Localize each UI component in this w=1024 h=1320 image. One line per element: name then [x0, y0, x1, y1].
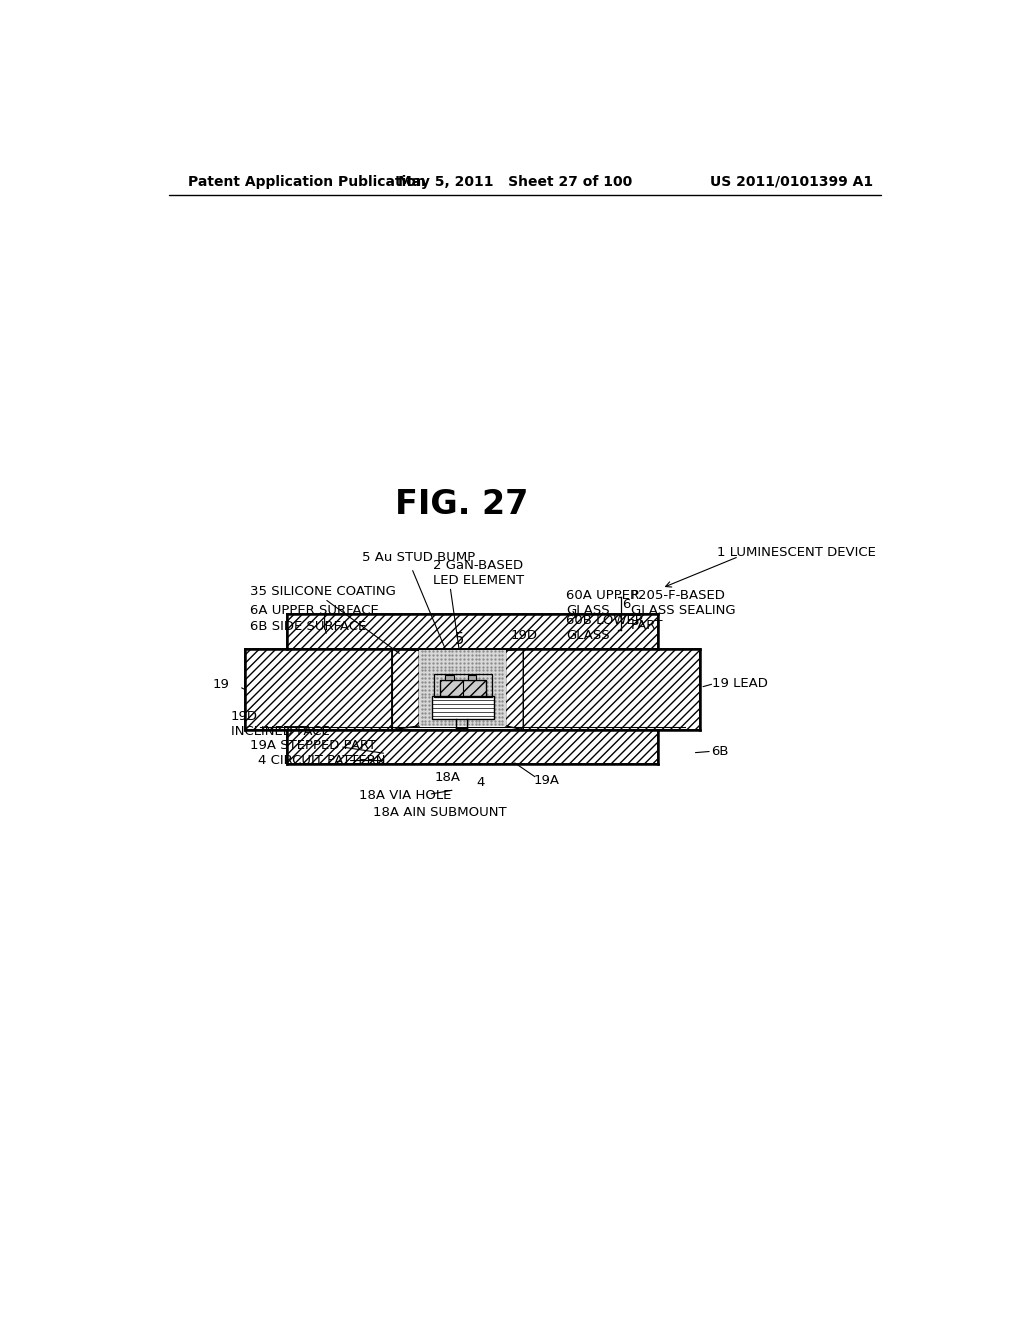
Bar: [434, 673, 493, 697]
Polygon shape: [506, 649, 523, 730]
Text: 35 SILICONE COATING: 35 SILICONE COATING: [250, 585, 396, 598]
Bar: [287, 730, 658, 764]
Text: 18A AIN SUBMOUNT: 18A AIN SUBMOUNT: [374, 807, 507, 820]
Text: 60B LOWER
GLASS: 60B LOWER GLASS: [566, 614, 644, 642]
Text: 6A UPPER SURFACE: 6A UPPER SURFACE: [250, 603, 379, 616]
Text: 18A: 18A: [435, 771, 461, 784]
Bar: [419, 651, 506, 726]
Bar: [432, 696, 494, 719]
Text: 19 LEAD: 19 LEAD: [712, 677, 768, 690]
Text: Patent Application Publication: Patent Application Publication: [188, 174, 426, 189]
Bar: [245, 649, 392, 730]
Text: 1 LUMINESCENT DEVICE: 1 LUMINESCENT DEVICE: [717, 546, 877, 560]
Text: 19A: 19A: [535, 774, 560, 787]
Bar: [523, 649, 700, 730]
Text: 19A STEPPED PART: 19A STEPPED PART: [250, 739, 376, 751]
Text: 5 Au STUD BUMP: 5 Au STUD BUMP: [361, 550, 475, 564]
Text: P205-F-BASED
GLASS SEALING
PART: P205-F-BASED GLASS SEALING PART: [631, 589, 735, 632]
Bar: [287, 614, 658, 649]
Text: 6B SIDE SURFACE: 6B SIDE SURFACE: [250, 620, 367, 634]
Text: 2 GaN-BASED
LED ELEMENT: 2 GaN-BASED LED ELEMENT: [433, 558, 524, 586]
Text: 19D
INCLINED FACE: 19D INCLINED FACE: [230, 710, 330, 738]
Text: May 5, 2011   Sheet 27 of 100: May 5, 2011 Sheet 27 of 100: [398, 174, 633, 189]
Text: 60A UPPER
GLASS: 60A UPPER GLASS: [566, 590, 640, 618]
Polygon shape: [392, 649, 419, 730]
Text: US 2011/0101399 A1: US 2011/0101399 A1: [711, 174, 873, 189]
Text: 4 CIRCUIT PATTERN: 4 CIRCUIT PATTERN: [258, 754, 385, 767]
Text: 6B: 6B: [711, 744, 729, 758]
Bar: [445, 675, 454, 681]
Bar: [440, 681, 486, 696]
Text: FIG. 27: FIG. 27: [395, 488, 528, 521]
Text: 4: 4: [476, 776, 484, 788]
Text: 6: 6: [622, 598, 630, 611]
Text: 19D: 19D: [511, 630, 538, 643]
Bar: [468, 675, 476, 681]
Text: 18A VIA HOLE: 18A VIA HOLE: [359, 789, 452, 803]
Text: 19: 19: [212, 677, 229, 690]
Text: 5: 5: [455, 632, 464, 647]
